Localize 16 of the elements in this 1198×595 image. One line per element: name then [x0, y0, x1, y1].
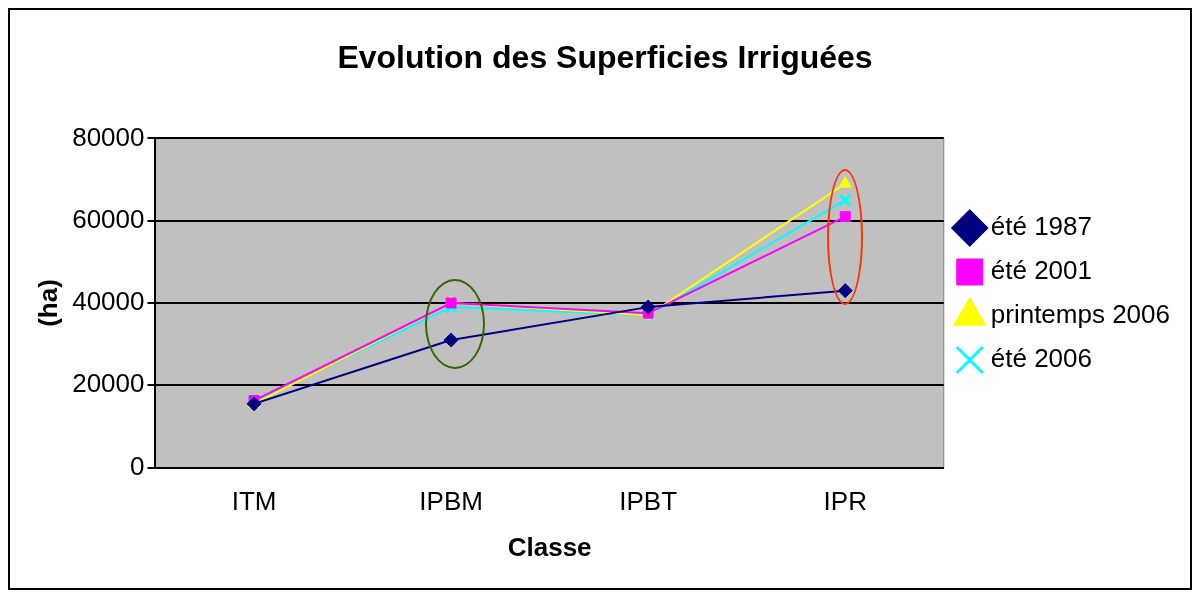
y-tick-label: 40000	[72, 286, 145, 317]
y-tick-label: 60000	[72, 203, 145, 234]
y-tick-label: 20000	[72, 368, 145, 399]
x-tick-label: IPBT	[619, 486, 678, 517]
legend-label: été 1987	[990, 211, 1092, 242]
y-tick-label: 0	[130, 450, 145, 481]
legend-label: été 2001	[990, 255, 1092, 286]
y-axis-title: (ha)	[32, 279, 63, 327]
x-axis-title: Classe	[507, 531, 592, 562]
x-tick-label: IPR	[823, 486, 867, 517]
y-tick-label: 80000	[72, 121, 145, 152]
x-tick-label: IPBM	[419, 486, 483, 517]
legend-label: été 2006	[990, 343, 1092, 374]
legend-label: printemps 2006	[990, 299, 1171, 330]
chart-title: Evolution des Superficies Irriguées	[337, 39, 873, 76]
x-tick-label: ITM	[231, 486, 277, 517]
